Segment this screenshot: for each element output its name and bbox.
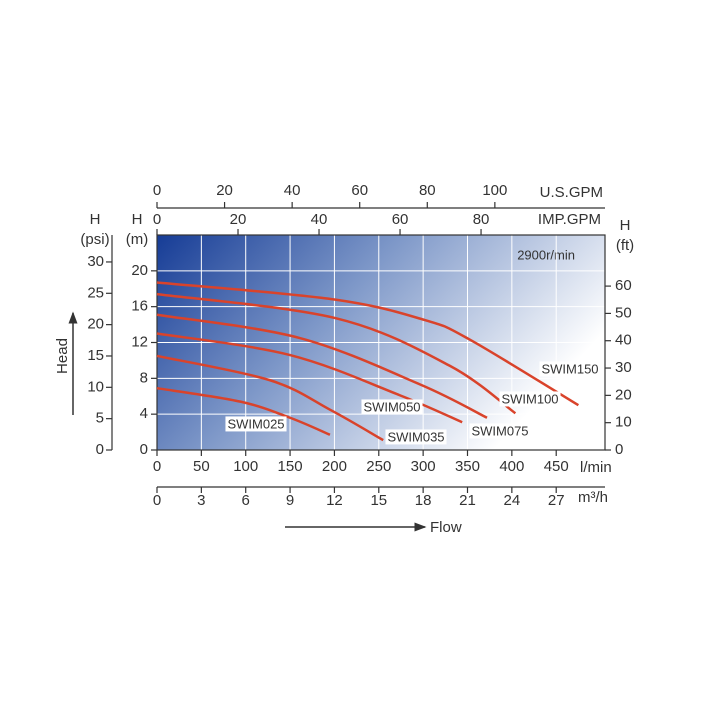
y-tick-label: 0 xyxy=(96,441,104,458)
y-tick-label: 10 xyxy=(87,378,104,395)
axis-title: H xyxy=(132,211,143,228)
x-tick-label: 80 xyxy=(419,182,436,199)
curve xyxy=(156,313,488,419)
label-background xyxy=(225,416,287,432)
y-tick-label: 16 xyxy=(131,298,148,315)
x-tick-label: 18 xyxy=(415,492,432,509)
axis-title: (ft) xyxy=(616,237,634,254)
x-tick-label: 6 xyxy=(242,492,250,509)
y-tick-label: 20 xyxy=(87,316,104,333)
y-tick-label: 40 xyxy=(615,332,632,349)
x-tick-label: 15 xyxy=(370,492,387,509)
y-tick-label: 8 xyxy=(140,369,148,386)
head-label: Head xyxy=(54,338,71,374)
x-tick-label: 0 xyxy=(153,492,161,509)
x-tick-label: 60 xyxy=(392,211,409,228)
y-tick-label: 50 xyxy=(615,304,632,321)
x-tick-label: 150 xyxy=(278,458,303,475)
x-tick-label: 21 xyxy=(459,492,476,509)
y-tick-label: 12 xyxy=(131,333,148,350)
series-label: SWIM035 xyxy=(387,429,444,444)
x-tick-label: 100 xyxy=(233,458,258,475)
curve xyxy=(156,281,580,407)
curve xyxy=(156,292,517,415)
series-label: SWIM100 xyxy=(501,391,558,406)
x-tick-label: 350 xyxy=(455,458,480,475)
axis-title: m³/h xyxy=(578,489,608,506)
y-tick-label: 10 xyxy=(615,414,632,431)
axis-title: l/min xyxy=(580,459,612,476)
y-tick-label: 60 xyxy=(615,277,632,294)
curve xyxy=(156,354,384,442)
y-tick-label: 0 xyxy=(615,441,623,458)
annotation: 2900r/min xyxy=(517,247,575,262)
curve xyxy=(156,386,331,436)
y-tick-label: 20 xyxy=(131,262,148,279)
label-background xyxy=(361,399,423,415)
x-tick-label: 50 xyxy=(193,458,210,475)
x-tick-label: 20 xyxy=(230,211,247,228)
x-tick-label: 100 xyxy=(482,182,507,199)
axis-title: H xyxy=(90,211,101,228)
axis-title: IMP.GPM xyxy=(538,211,601,228)
y-tick-label: 15 xyxy=(87,347,104,364)
x-tick-label: 0 xyxy=(153,182,161,199)
x-tick-label: 12 xyxy=(326,492,343,509)
x-tick-label: 400 xyxy=(499,458,524,475)
axis-title: H xyxy=(620,217,631,234)
x-tick-label: 0 xyxy=(153,211,161,228)
x-tick-label: 3 xyxy=(197,492,205,509)
label-background xyxy=(469,423,531,439)
series-label: SWIM150 xyxy=(541,361,598,376)
y-tick-label: 30 xyxy=(87,253,104,270)
label-background xyxy=(539,361,601,377)
x-tick-label: 40 xyxy=(284,182,301,199)
y-tick-label: 5 xyxy=(96,410,104,427)
label-background xyxy=(499,391,561,407)
y-tick-label: 30 xyxy=(615,359,632,376)
x-tick-label: 20 xyxy=(216,182,233,199)
x-tick-label: 250 xyxy=(366,458,391,475)
x-tick-label: 200 xyxy=(322,458,347,475)
series-label: SWIM075 xyxy=(471,423,528,438)
x-tick-label: 27 xyxy=(548,492,565,509)
x-tick-label: 450 xyxy=(544,458,569,475)
y-tick-label: 0 xyxy=(140,441,148,458)
x-tick-label: 40 xyxy=(311,211,328,228)
x-tick-label: 0 xyxy=(153,458,161,475)
y-tick-label: 20 xyxy=(615,386,632,403)
series-label: SWIM025 xyxy=(227,416,284,431)
x-tick-label: 300 xyxy=(411,458,436,475)
x-tick-label: 24 xyxy=(504,492,521,509)
x-tick-label: 9 xyxy=(286,492,294,509)
axis-title: (psi) xyxy=(80,231,109,248)
x-tick-label: 60 xyxy=(351,182,368,199)
label-background xyxy=(385,429,447,445)
curve xyxy=(156,332,463,424)
flow-label: Flow xyxy=(430,519,462,536)
x-tick-label: 80 xyxy=(473,211,490,228)
series-label: SWIM050 xyxy=(363,399,420,414)
axis-title: (m) xyxy=(126,231,149,248)
axis-title: U.S.GPM xyxy=(540,184,603,201)
y-tick-label: 25 xyxy=(87,284,104,301)
y-tick-label: 4 xyxy=(140,405,148,422)
